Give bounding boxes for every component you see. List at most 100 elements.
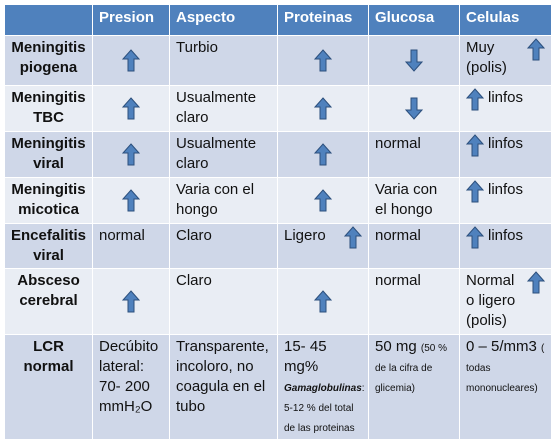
table-row: Meningitis piogena Turbio Muy (polis) — [4, 35, 552, 86]
cell-glucosa — [368, 35, 460, 86]
cell-aspecto: Transparente, incoloro, no coagula en el… — [169, 334, 278, 440]
row-header-label: Meningitis micotica — [11, 181, 86, 218]
table-row: Absceso cerebral Claro normal Normal o lige… — [4, 268, 552, 335]
header-glucosa: Glucosa — [368, 4, 460, 36]
cell-content: Ligero — [284, 226, 362, 249]
header-proteinas: Proteinas — [277, 4, 369, 36]
cell-text: linfos — [488, 135, 524, 152]
row-header: Meningitis viral — [4, 131, 93, 178]
header-presion: Presion — [92, 4, 170, 36]
cell-content: linfos — [466, 180, 545, 203]
cell-proteinas — [277, 131, 369, 178]
cell-glucosa — [368, 85, 460, 132]
cell-text: normal — [99, 227, 145, 244]
arrow-up-icon — [466, 88, 484, 111]
header-celulas: Celulas — [459, 4, 552, 36]
row-header-label: Meningitis TBC — [11, 89, 86, 126]
cell-text: Muy (polis) — [466, 39, 507, 76]
cell-celulas: 0 – 5/mm3 ( todas mononucleares) — [459, 334, 552, 440]
cell-aspecto: Turbio — [169, 35, 278, 86]
row-header-label: Encefalitis viral — [11, 227, 87, 264]
cell-text: linfos — [488, 227, 524, 244]
header-row: Presion Aspecto Proteinas Glucosa Celula… — [4, 4, 552, 36]
cell-proteinas — [277, 35, 369, 86]
cell-subtext: : 5-12 % del total de las proteinas — [284, 383, 365, 434]
cell-glucosa: normal — [368, 268, 460, 335]
cell-text: 0 – 5/mm3 — [466, 338, 537, 355]
lcr-comparison-table: Presion Aspecto Proteinas Glucosa Celula… — [4, 4, 552, 440]
cell-presion — [92, 85, 170, 132]
cell-aspecto: Usualmente claro — [169, 131, 278, 178]
table-row: Encefalitis viral normal Claro Ligero normal… — [4, 223, 552, 269]
cell-text: Claro — [176, 272, 212, 289]
row-header-label: Absceso cerebral — [17, 272, 80, 309]
cell-text: 15- 45 mg% — [284, 338, 327, 375]
row-header: Absceso cerebral — [4, 268, 93, 335]
cell-content: linfos — [466, 134, 545, 157]
cell-text: normal — [375, 227, 421, 244]
table-row: Meningitis viral Usualmente claro normal li… — [4, 131, 552, 178]
cell-celulas: Normal o ligero (polis) — [459, 268, 552, 335]
cell-presion: Decúbito lateral: 70- 200 mmH₂O — [92, 334, 170, 440]
row-header: Encefalitis viral — [4, 223, 93, 269]
cell-celulas: linfos — [459, 177, 552, 224]
cell-text: normal — [375, 272, 421, 289]
cell-glucosa: normal — [368, 223, 460, 269]
row-header: LCR normal — [4, 334, 93, 440]
cell-text: Usualmente claro — [176, 89, 257, 126]
cell-aspecto: Usualmente claro — [169, 85, 278, 132]
arrow-up-icon — [344, 226, 362, 249]
cell-proteinas — [277, 177, 369, 224]
arrow-up-icon — [314, 97, 332, 120]
arrow-up-icon — [314, 290, 332, 313]
cell-text: 50 mg — [375, 338, 417, 355]
cell-text: Decúbito lateral: 70- 200 mmH₂O — [99, 338, 159, 415]
cell-content: linfos — [466, 88, 545, 111]
cell-subtext: (50 % de la cifra de glicemia) — [375, 343, 447, 394]
row-header: Meningitis piogena — [4, 35, 93, 86]
cell-presion — [92, 268, 170, 335]
cell-proteinas — [277, 268, 369, 335]
arrow-up-icon — [466, 226, 484, 249]
cell-presion — [92, 35, 170, 86]
arrow-up-icon — [122, 143, 140, 166]
cell-text: Normal o ligero (polis) — [466, 272, 516, 329]
cell-glucosa: 50 mg (50 % de la cifra de glicemia) — [368, 334, 460, 440]
table-row: Meningitis micotica Varia con el hongo Var… — [4, 177, 552, 224]
arrow-up-icon — [466, 134, 484, 157]
row-header-label: Meningitis piogena — [11, 39, 86, 76]
arrow-up-icon — [122, 49, 140, 72]
cell-aspecto: Varia con el hongo — [169, 177, 278, 224]
cell-sublabel: Gamaglobulinas — [284, 383, 362, 394]
cell-text: Usualmente claro — [176, 135, 257, 172]
cell-text: Varia con el hongo — [375, 181, 438, 218]
cell-subtext: ( todas mononucleares) — [466, 343, 545, 394]
arrow-up-icon — [314, 143, 332, 166]
cell-content: Normal o ligero (polis) — [466, 271, 545, 331]
arrow-up-icon — [314, 49, 332, 72]
cell-proteinas: 15- 45 mg% Gamaglobulinas: 5-12 % del tot… — [277, 334, 369, 440]
cell-text: Claro — [176, 227, 212, 244]
header-aspecto: Aspecto — [169, 4, 278, 36]
cell-presion: normal — [92, 223, 170, 269]
cell-celulas: linfos — [459, 131, 552, 178]
cell-presion — [92, 177, 170, 224]
header-corner — [4, 4, 93, 36]
cell-proteinas — [277, 85, 369, 132]
cell-text: Ligero — [284, 227, 326, 244]
row-header-label: Meningitis viral — [11, 135, 86, 172]
arrow-up-icon — [122, 290, 140, 313]
row-header-label: LCR normal — [23, 338, 74, 375]
cell-text: Turbio — [176, 39, 218, 56]
cell-presion — [92, 131, 170, 178]
cell-glucosa: normal — [368, 131, 460, 178]
row-header: Meningitis micotica — [4, 177, 93, 224]
cell-celulas: linfos — [459, 85, 552, 132]
cell-text: normal — [375, 135, 421, 152]
cell-celulas: Muy (polis) — [459, 35, 552, 86]
arrow-up-icon — [527, 271, 545, 294]
cell-content: Muy (polis) — [466, 38, 545, 78]
cell-text: linfos — [488, 89, 524, 106]
table-row: LCR normal Decúbito lateral: 70- 200 mmH₂… — [4, 334, 552, 440]
arrow-up-icon — [122, 189, 140, 212]
